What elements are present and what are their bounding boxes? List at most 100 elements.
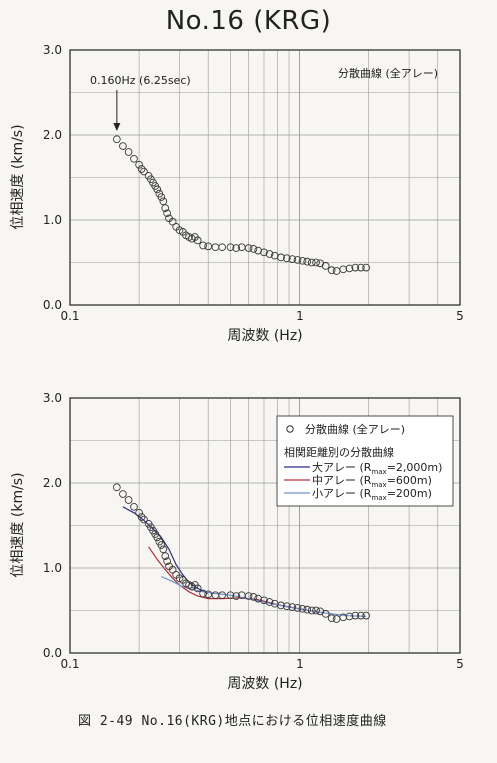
data-point (168, 565, 177, 574)
data-point (140, 515, 148, 524)
legend-group-label: 相関距離別の分散曲線 (284, 445, 394, 459)
data-point (332, 615, 341, 623)
data-point (321, 610, 330, 618)
data-point (362, 611, 370, 620)
data-point (288, 603, 297, 611)
data-point (193, 236, 202, 245)
data-point (226, 243, 235, 252)
x-tick-label: 5 (456, 657, 464, 671)
y-tick-label: 1.0 (43, 213, 62, 227)
legend-entry-name: 小アレー (312, 487, 356, 500)
data-point (265, 598, 274, 606)
data-point (153, 185, 162, 194)
data-point (159, 545, 168, 554)
data-point (193, 584, 202, 593)
x-ticks: 0.1 1 5 (60, 309, 463, 323)
frequency-annotation: 0.160Hz (6.25sec) (90, 74, 191, 87)
data-point (298, 256, 307, 265)
data-point (362, 263, 370, 272)
data-point (260, 248, 268, 257)
data-point (293, 256, 302, 264)
data-point (199, 589, 207, 598)
data-point (137, 165, 146, 173)
data-point (351, 263, 360, 272)
y-tick-label: 1.0 (43, 561, 62, 575)
data-point (303, 605, 312, 614)
plot-frame (69, 397, 461, 654)
legend-markers-label: 分散曲線 (全アレー) (305, 422, 405, 436)
series-line (161, 575, 367, 617)
data-point (226, 591, 235, 600)
y-tick-label: 3.0 (43, 391, 62, 405)
legend-entry-rmax: =200m) (387, 487, 432, 500)
data-point (277, 253, 285, 262)
data-point (327, 266, 336, 275)
data-point (161, 552, 170, 560)
x-tick-label: 0.1 (60, 657, 79, 671)
data-point (153, 533, 162, 542)
legend-entry-name: 大アレー (312, 460, 356, 474)
data-point (307, 606, 316, 615)
data-point (159, 197, 168, 206)
data-point (124, 148, 133, 156)
legend-entry-rmax: =600m) (387, 474, 432, 487)
x-tick-label: 1 (296, 309, 304, 323)
y-ticks: 0.0 1.0 2.0 3.0 (43, 391, 62, 660)
dispersion-chart-bottom: 0.0 1.0 2.0 3.0 0.1 1 5 周波数 (Hz) 位相速度 (k… (10, 391, 464, 692)
series-line (122, 506, 209, 595)
legend-marker-circle (286, 425, 294, 433)
legend-entry-name: 中アレー (312, 474, 356, 487)
data-point (339, 613, 348, 622)
data-point (218, 243, 226, 252)
annotation-arrow (113, 90, 121, 131)
arrow-head (113, 123, 121, 131)
data-point (282, 254, 291, 263)
data-point (298, 604, 307, 613)
grid-layer (70, 50, 460, 305)
data-point (211, 591, 220, 600)
x-tick-label: 0.1 (60, 309, 79, 323)
data-point (345, 264, 354, 273)
data-point (277, 601, 285, 610)
legend-entry-rmax: =2,000m) (387, 461, 443, 474)
data-point (137, 513, 146, 521)
data-point (119, 142, 127, 150)
x-axis-label: 周波数 (Hz) (227, 328, 302, 344)
legend-text: 分散曲線 (全アレー) (338, 66, 438, 80)
data-point (168, 217, 177, 226)
data-point (140, 167, 148, 176)
data-point (119, 490, 127, 498)
x-ticks: 0.1 1 5 (60, 657, 463, 671)
data-point (303, 257, 312, 266)
data-point (244, 592, 253, 600)
data-point (135, 508, 143, 517)
data-point (135, 160, 143, 169)
series-markers (113, 483, 370, 623)
figure-caption: 図 2-49 No.16(KRG)地点における位相速度曲線 (78, 714, 387, 729)
y-tick-label: 0.0 (43, 298, 62, 312)
data-point (163, 557, 172, 566)
y-axis-label: 位相速度 (km/s) (10, 472, 26, 577)
legend-entry-medium: 中アレー (Rmax=600m) (312, 474, 432, 489)
data-point (124, 496, 133, 504)
data-point (204, 242, 213, 251)
data-point (157, 193, 166, 201)
y-tick-label: 2.0 (43, 476, 62, 490)
data-point (288, 255, 297, 263)
dispersion-chart-top: 0.0 1.0 2.0 3.0 0.1 1 5 周波数 (Hz) 位相速度 (k… (10, 43, 464, 344)
legend: 分散曲線 (全アレー) 相関距離別の分散曲線 大アレー (Rmax=2,000m… (276, 415, 454, 507)
page-title: No.16 (KRG) (165, 6, 332, 36)
data-point (282, 602, 291, 611)
data-point (312, 258, 320, 267)
y-ticks: 0.0 1.0 2.0 3.0 (43, 43, 62, 312)
y-tick-label: 3.0 (43, 43, 62, 57)
data-point (321, 262, 330, 270)
data-point (211, 243, 220, 252)
x-tick-label: 1 (296, 657, 304, 671)
y-tick-label: 2.0 (43, 128, 62, 142)
data-point (265, 250, 274, 258)
plot-frame (69, 49, 461, 306)
data-point (113, 135, 121, 144)
data-point (244, 244, 253, 252)
data-point (249, 593, 258, 601)
